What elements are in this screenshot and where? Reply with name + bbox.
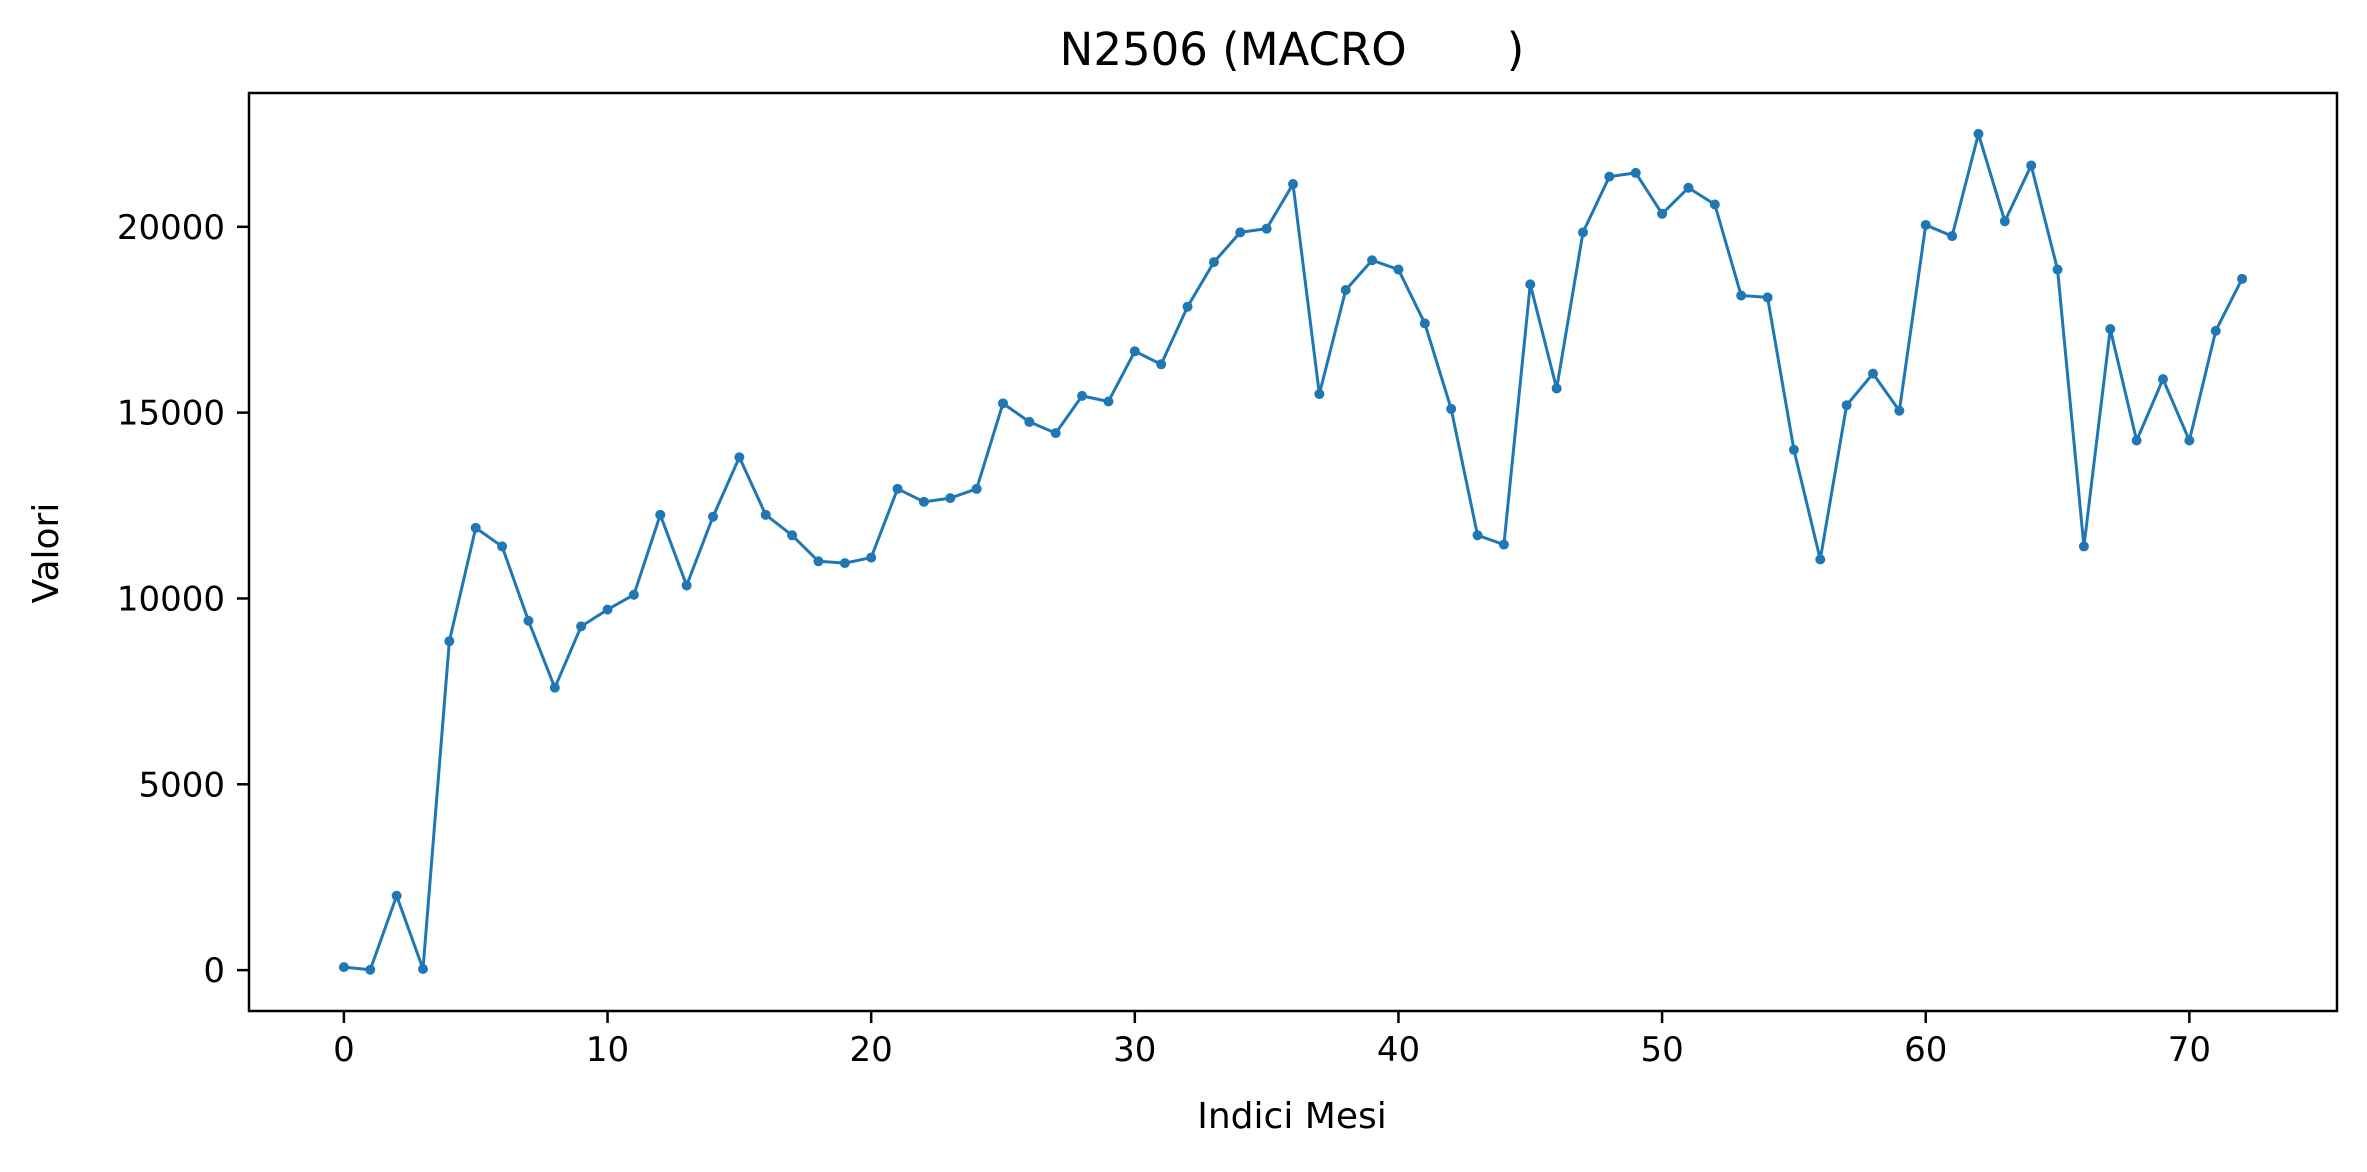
- data-point: [2184, 435, 2195, 446]
- y-tick-label: 15000: [117, 394, 225, 434]
- data-point: [628, 589, 639, 600]
- data-point: [2131, 435, 2142, 446]
- chart-title: N2506 (MACRO ): [1060, 23, 1525, 76]
- data-point: [813, 556, 824, 567]
- data-point: [708, 511, 718, 522]
- data-point: [1551, 383, 1562, 394]
- y-axis-ticks: 0 5000 10000 15000 20000: [117, 208, 249, 991]
- data-point: [1419, 318, 1430, 329]
- data-point: [918, 496, 929, 507]
- data-point: [1235, 227, 1246, 238]
- data-point: [1947, 231, 1958, 242]
- data-point: [1788, 444, 1799, 455]
- data-point: [2105, 324, 2116, 334]
- data-point: [1103, 396, 1114, 407]
- data-point: [1525, 279, 1536, 290]
- y-tick-label: 10000: [117, 579, 225, 619]
- data-point: [734, 452, 745, 463]
- data-point: [1050, 428, 1061, 439]
- data-point: [681, 580, 692, 591]
- data-point: [1024, 416, 1035, 427]
- data-point: [549, 682, 560, 693]
- data-point: [1578, 227, 1588, 238]
- data-point: [2052, 264, 2063, 275]
- data-point: [602, 604, 613, 615]
- data-point: [1393, 264, 1404, 275]
- data-point: [1077, 390, 1088, 401]
- x-tick-label: 30: [1113, 1030, 1156, 1070]
- data-point: [2237, 273, 2248, 284]
- x-tick-label: 20: [850, 1030, 893, 1070]
- data-point: [1208, 257, 1219, 268]
- data-point: [1156, 359, 1167, 370]
- data-point: [1815, 554, 1826, 565]
- x-tick-label: 70: [2168, 1030, 2211, 1070]
- data-point: [1973, 128, 1984, 139]
- data-point: [1841, 400, 1852, 411]
- data-point: [1261, 223, 1272, 234]
- data-point: [497, 541, 508, 552]
- x-axis-ticks: 0 10 20 30 40 50 60 70: [333, 1011, 2211, 1070]
- x-tick-label: 0: [333, 1030, 355, 1070]
- data-point: [971, 483, 982, 494]
- data-point: [1472, 530, 1483, 541]
- data-point: [1999, 216, 2010, 227]
- data-point: [1762, 292, 1773, 303]
- data-point: [2210, 325, 2221, 336]
- data-point: [1657, 208, 1668, 219]
- data-point: [418, 964, 428, 974]
- data-point: [470, 522, 481, 533]
- data-point: [1498, 539, 1509, 550]
- y-axis-label: Valori: [26, 503, 67, 604]
- data-point: [576, 621, 587, 632]
- x-tick-label: 50: [1640, 1030, 1683, 1070]
- data-point: [839, 558, 850, 569]
- series-layer: [338, 128, 2248, 975]
- data-point: [1340, 284, 1351, 295]
- data-point: [2078, 541, 2089, 552]
- y-tick-label: 0: [203, 951, 225, 991]
- plot-area-frame: [247, 91, 2339, 1013]
- data-point: [523, 615, 534, 626]
- data-point: [1683, 182, 1694, 193]
- y-tick-label: 5000: [138, 765, 225, 805]
- data-point: [1736, 290, 1747, 301]
- data-point: [338, 962, 349, 973]
- data-point: [866, 552, 877, 563]
- data-point: [998, 398, 1008, 409]
- data-point: [760, 509, 771, 520]
- data-point: [444, 636, 455, 647]
- data-point: [1920, 219, 1931, 230]
- y-tick-label: 20000: [117, 208, 225, 248]
- data-point: [1709, 199, 1720, 210]
- data-point: [391, 890, 402, 901]
- data-point: [1894, 405, 1905, 416]
- data-point: [1604, 171, 1615, 182]
- data-point: [655, 509, 666, 520]
- data-point: [892, 483, 903, 494]
- data-point: [945, 493, 956, 504]
- data-point: [1367, 255, 1378, 266]
- x-tick-label: 40: [1377, 1030, 1420, 1070]
- data-point: [1446, 403, 1457, 414]
- data-point: [1182, 301, 1193, 312]
- data-point: [1129, 346, 1140, 357]
- data-point: [1630, 167, 1641, 178]
- data-point: [1314, 389, 1325, 400]
- data-point: [2158, 374, 2168, 385]
- data-point: [365, 964, 376, 975]
- data-point: [1868, 368, 1878, 379]
- x-axis-label: Indici Mesi: [1197, 1096, 1387, 1137]
- data-point: [787, 530, 798, 541]
- data-point: [1288, 179, 1298, 190]
- data-point: [2026, 160, 2037, 171]
- x-tick-label: 60: [1904, 1030, 1947, 1070]
- x-tick-label: 10: [586, 1030, 629, 1070]
